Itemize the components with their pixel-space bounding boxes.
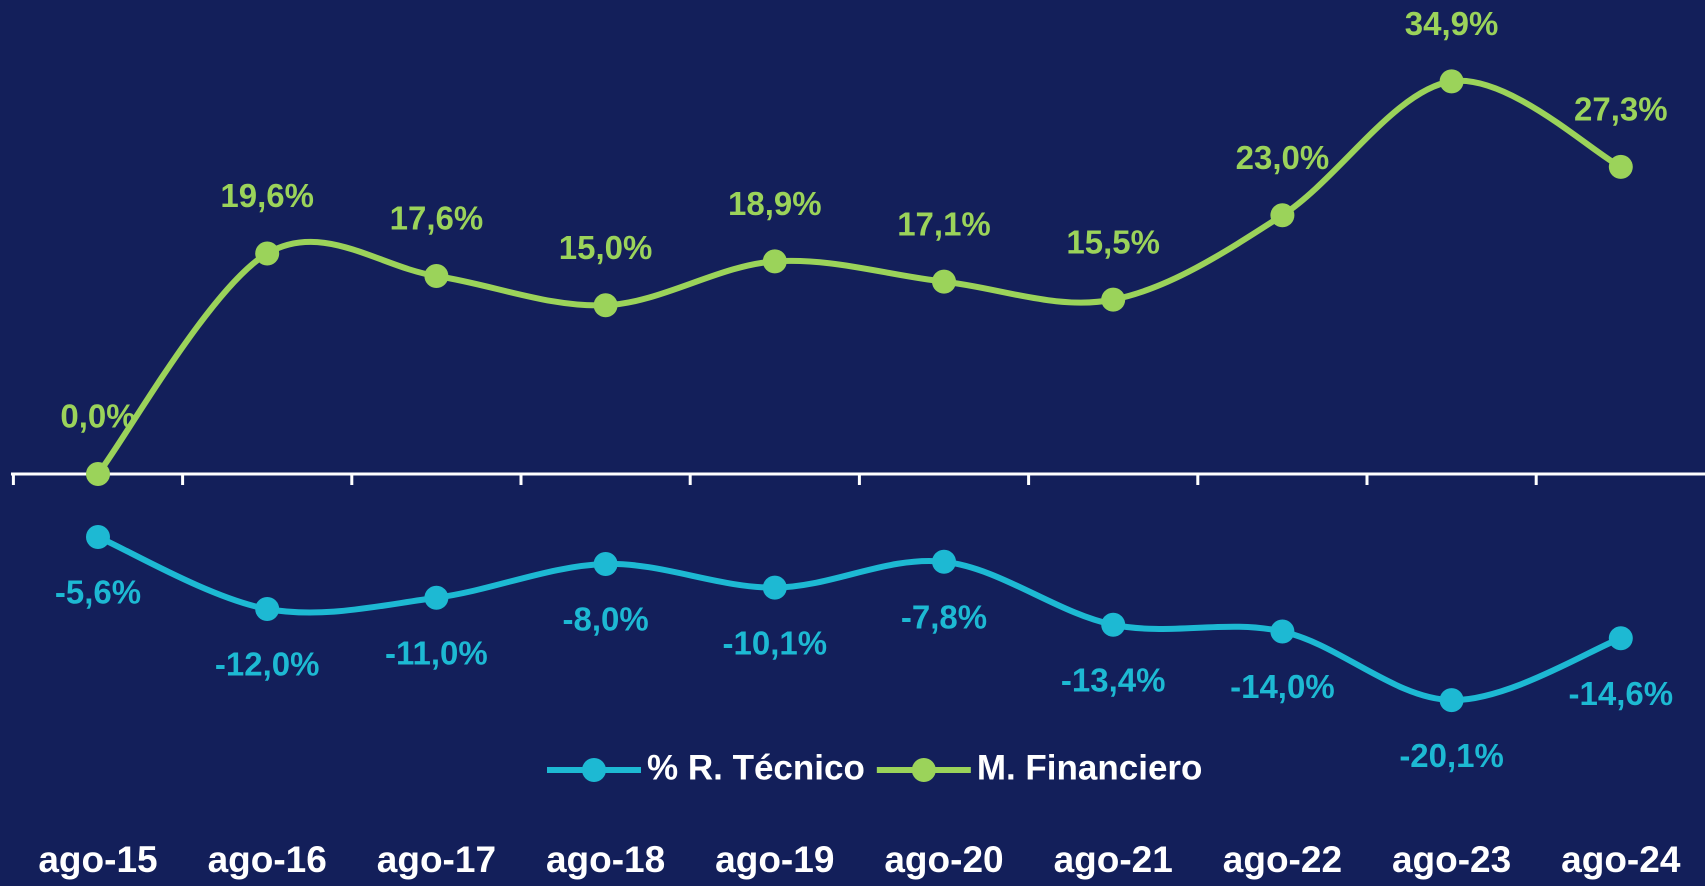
legend-label: M. Financiero — [977, 748, 1203, 787]
x-tick-label: ago-23 — [1392, 839, 1511, 880]
data-point — [1270, 619, 1295, 644]
data-label: -12,0% — [215, 646, 320, 683]
data-label: -11,0% — [385, 634, 488, 671]
data-point — [1101, 287, 1126, 312]
x-tick-label: ago-17 — [377, 839, 496, 880]
data-label: 34,9% — [1405, 5, 1499, 42]
x-tick-label: ago-18 — [546, 839, 665, 880]
data-point — [1608, 154, 1633, 179]
data-label: 17,6% — [390, 200, 484, 237]
data-point — [1608, 626, 1633, 651]
data-label: -5,6% — [55, 574, 141, 611]
data-point — [1439, 69, 1464, 94]
data-point — [762, 575, 787, 600]
data-label: 23,0% — [1236, 139, 1330, 176]
x-tick-label: ago-16 — [208, 839, 327, 880]
data-label: 15,5% — [1066, 223, 1160, 260]
data-label: 27,3% — [1574, 91, 1668, 128]
data-point — [86, 462, 110, 486]
x-tick-label: ago-22 — [1223, 839, 1342, 880]
x-tick-label: ago-19 — [715, 839, 834, 880]
legend-marker — [582, 758, 606, 782]
x-tick-label: ago-15 — [38, 839, 157, 880]
series-line — [95, 77, 1623, 476]
data-point — [932, 549, 956, 574]
data-label: -7,8% — [901, 598, 987, 635]
data-point — [1101, 612, 1126, 637]
data-point — [762, 249, 787, 274]
data-label: 19,6% — [220, 177, 314, 214]
data-label: -10,1% — [723, 624, 828, 661]
data-point — [1270, 203, 1295, 228]
x-tick-label: ago-24 — [1561, 839, 1681, 880]
data-point — [255, 241, 280, 266]
data-label: 0,0% — [60, 398, 135, 435]
legend-marker — [911, 758, 936, 782]
x-tick-label: ago-21 — [1054, 839, 1173, 880]
data-label: -13,4% — [1061, 661, 1166, 698]
data-point — [424, 585, 449, 610]
data-label: 15,0% — [559, 229, 653, 266]
data-point — [1439, 688, 1464, 713]
series-line — [96, 534, 1622, 704]
data-point — [424, 264, 449, 288]
data-point — [86, 525, 110, 549]
data-label: -20,1% — [1399, 737, 1504, 774]
data-point — [593, 293, 618, 318]
data-label: -14,0% — [1230, 668, 1335, 705]
legend-label: % R. Técnico — [647, 748, 865, 787]
data-label: 17,1% — [897, 205, 991, 242]
data-point — [255, 597, 280, 621]
data-label: 18,9% — [728, 185, 822, 222]
data-label: -8,0% — [562, 601, 648, 638]
data-label: -14,6% — [1569, 675, 1674, 712]
data-point — [932, 269, 956, 294]
x-tick-label: ago-20 — [884, 839, 1003, 880]
data-point — [593, 552, 618, 576]
